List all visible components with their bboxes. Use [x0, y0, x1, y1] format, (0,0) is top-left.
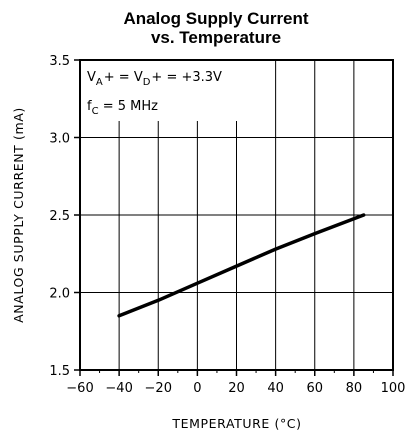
legend-mask	[81, 61, 269, 121]
x-tick-label: 80	[346, 381, 363, 396]
x-tick-label: −60	[66, 381, 93, 396]
supply-voltage-annotation: VA+ = VD+ = +3.3V	[87, 70, 222, 88]
x-axis-label: TEMPERATURE (°C)	[171, 416, 301, 431]
annot-c-sub: C	[92, 106, 99, 117]
annot-v: V	[87, 70, 96, 85]
x-tick-label: −40	[105, 381, 132, 396]
annot-freq: = 5 MHz	[99, 99, 159, 114]
y-tick-label: 1.5	[49, 364, 70, 379]
annot-a-sub: A	[96, 77, 103, 88]
series-layer	[117, 213, 366, 318]
chart-title-line2: vs. Temperature	[151, 28, 281, 47]
annot-d-sub: D	[143, 77, 151, 88]
chart-title-line1: Analog Supply Current	[123, 9, 308, 28]
clock-frequency-annotation: fC = 5 MHz	[87, 99, 158, 117]
y-tick-label: 3.0	[49, 132, 70, 147]
series-line	[117, 213, 366, 318]
y-tick-labels: 1.5 2.0 2.5 3.0 3.5	[49, 54, 70, 379]
x-tick-label: 100	[381, 381, 406, 396]
x-tick-label: 0	[193, 381, 201, 396]
x-tick-label: 60	[306, 381, 323, 396]
y-axis-label: ANALOG SUPPLY CURRENT (mA)	[11, 107, 26, 323]
x-tick-label: −20	[145, 381, 172, 396]
y-tick-label: 3.5	[49, 54, 70, 69]
annot-voltage: + = +3.3V	[151, 70, 222, 85]
annot-v2: V	[134, 70, 143, 85]
annot-f: f	[87, 99, 92, 114]
axis-ticks	[74, 59, 394, 376]
x-tick-label: 20	[228, 381, 245, 396]
x-tick-label: 40	[267, 381, 284, 396]
annot-plus-eq: + =	[104, 70, 134, 85]
x-tick-labels: −60 −40 −20 0 20 40 60 80 100	[66, 381, 405, 396]
y-tick-label: 2.5	[49, 209, 70, 224]
y-tick-label: 2.0	[49, 287, 70, 302]
